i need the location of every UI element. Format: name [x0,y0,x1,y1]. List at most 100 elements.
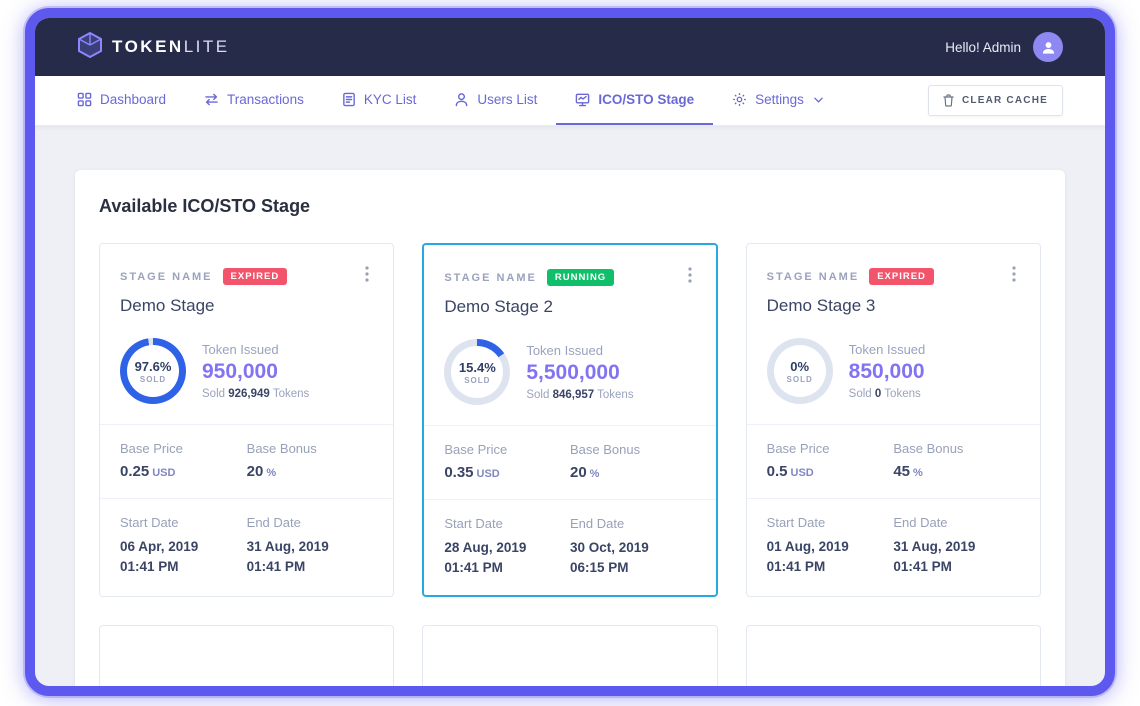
base-bonus-value: 20% [569,464,600,481]
base-bonus-label: Base Bonus [893,441,964,456]
nav-item-settings[interactable]: Settings [713,76,842,125]
kebab-menu-icon[interactable] [361,264,373,289]
stage-name-label: STAGE NAME [120,270,213,283]
nav-item-ico-sto-stage[interactable]: ICO/STO Stage [556,76,714,125]
base-price-value: 0.5 USD [766,463,814,480]
stage-name-label: STAGE NAME [766,270,860,283]
stage-card-stub [422,625,718,686]
price-bonus-section: Base Price 0.25 USD Base Bonus 20% [100,424,394,498]
base-price-value: 0.35 USD [444,464,500,481]
token-issued-label: Token Issued [848,342,926,357]
start-date-value: 06 Apr, 2019 01:41 PM [120,539,199,574]
kebab-menu-icon[interactable] [1008,264,1020,289]
token-issued-value: 850,000 [848,360,925,383]
stage-name-label: STAGE NAME [444,271,537,284]
dashboard-grid-icon [77,92,92,107]
sold-donut-chart: 15.4% SOLD [444,339,511,405]
main-navbar: Dashboard Transactions KYC List [35,76,1105,126]
transactions-swap-icon [205,93,218,106]
end-date-label: End Date [893,515,948,530]
users-icon [456,93,468,107]
stage-card-stub [745,625,1041,686]
stage-card-demo-stage: STAGE NAME EXPIRED Demo Stage 97.6% [99,243,395,598]
ico-stage-icon [576,93,590,107]
sold-tokens-line: Sold 0 Tokens [848,388,921,400]
brand-name-light: LITE [183,37,230,56]
sold-caps-label: SOLD [786,374,813,384]
sold-donut-chart: 0% SOLD [766,338,833,404]
content-area: Available ICO/STO Stage STAGE NAME EXPIR… [35,126,1105,686]
price-bonus-section: Base Price 0.5 USD Base Bonus 45% [746,424,1040,498]
token-issued-label: Token Issued [202,342,279,357]
greeting-text: Hello! Admin [945,39,1021,55]
start-date-label: Start Date [766,515,826,530]
tokenlite-logo-icon [77,31,103,64]
brand-logo: TOKENLITE [77,31,230,64]
app-frame: TOKENLITE Hello! Admin Dashboard [25,8,1115,696]
stage-title: Demo Stage 3 [766,296,876,315]
sold-tokens-line: Sold 846,957 Tokens [526,389,634,401]
nav-item-kyc-list[interactable]: KYC List [323,76,436,125]
token-issued-value: 950,000 [202,360,278,383]
nav-item-transactions[interactable]: Transactions [185,76,323,125]
base-bonus-value: 45% [893,463,923,480]
status-badge: EXPIRED [869,268,934,285]
dates-section: Start Date 01 Aug, 2019 01:41 PM End Dat… [746,498,1040,594]
dates-section: Start Date 06 Apr, 2019 01:41 PM End Dat… [100,498,394,594]
sold-percent: 15.4% [458,359,496,375]
chevron-down-icon [814,97,823,103]
base-price-label: Base Price [444,442,508,457]
start-date-label: Start Date [444,516,503,531]
base-price-value: 0.25 USD [120,463,176,480]
status-badge: RUNNING [546,269,615,286]
user-avatar[interactable] [1033,32,1063,62]
nav-label-ico-sto-stage: ICO/STO Stage [598,92,695,107]
end-date-value: 31 Aug, 2019 01:41 PM [893,539,976,574]
sold-caps-label: SOLD [139,374,167,384]
app-header: TOKENLITE Hello! Admin [35,18,1105,76]
base-bonus-label: Base Bonus [246,441,317,456]
stage-title: Demo Stage 2 [444,297,554,316]
stage-card-demo-stage-3: STAGE NAME EXPIRED Demo Stage 3 0% [745,243,1041,598]
end-date-label: End Date [246,515,301,530]
token-issued-label: Token Issued [526,343,603,358]
stage-card-stub [99,625,395,686]
kyc-list-icon [342,92,355,107]
brand-name: TOKENLITE [112,37,230,57]
sold-donut-chart: 97.6% SOLD [120,338,186,404]
nav-item-dashboard[interactable]: Dashboard [77,76,185,125]
status-badge: EXPIRED [222,268,288,285]
trash-icon [943,94,954,107]
sold-percent: 97.6% [134,358,172,374]
user-icon [1042,41,1054,54]
stages-panel: Available ICO/STO Stage STAGE NAME EXPIR… [75,170,1065,686]
sold-percent: 0% [790,358,810,374]
clear-cache-button[interactable]: CLEAR CACHE [928,85,1063,116]
gear-icon [733,93,747,106]
sold-tokens-line: Sold 926,949 Tokens [202,388,310,400]
nav-label-dashboard: Dashboard [100,92,167,107]
nav-item-users-list[interactable]: Users List [435,76,556,125]
stage-cards-row: STAGE NAME EXPIRED Demo Stage 97.6% [99,243,1041,598]
base-bonus-value: 20% [246,463,277,480]
page-title: Available ICO/STO Stage [99,196,311,216]
nav-label-kyc-list: KYC List [363,92,417,107]
stage-card-demo-stage-2: STAGE NAME RUNNING Demo Stage 2 15.4% [422,243,718,598]
start-date-label: Start Date [120,515,179,530]
sold-caps-label: SOLD [464,375,491,385]
dates-section: Start Date 28 Aug, 2019 01:41 PM End Dat… [424,499,716,595]
end-date-value: 31 Aug, 2019 01:41 PM [246,539,329,574]
stage-title: Demo Stage [120,296,215,315]
end-date-label: End Date [569,516,625,531]
start-date-value: 28 Aug, 2019 01:41 PM [444,540,527,575]
token-issued-value: 5,500,000 [526,361,620,384]
nav-label-settings: Settings [755,92,804,107]
base-price-label: Base Price [766,441,830,456]
base-bonus-label: Base Bonus [569,442,641,457]
next-stage-cards-row [99,625,1041,686]
nav-label-transactions: Transactions [227,92,304,107]
base-price-label: Base Price [120,441,183,456]
kebab-menu-icon[interactable] [684,265,696,290]
clear-cache-label: CLEAR CACHE [962,95,1048,106]
price-bonus-section: Base Price 0.35 USD Base Bonus 20% [424,425,716,499]
